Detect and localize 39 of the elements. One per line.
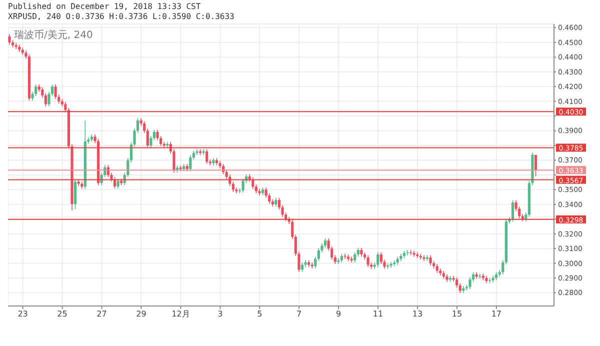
candlestick <box>150 136 152 148</box>
candlestick <box>534 154 538 177</box>
candlestick <box>429 254 432 266</box>
candlestick <box>206 148 208 164</box>
candlestick <box>350 256 353 263</box>
x-tick-label: 27 <box>96 310 107 319</box>
candlestick <box>337 258 340 264</box>
candlestick <box>54 84 57 100</box>
candlestick <box>376 252 380 268</box>
candlestick <box>354 252 356 263</box>
x-tick-label: 12月 <box>172 310 190 319</box>
chart-subtitle: XRPUSD, 240 O:0.3736 H:0.3736 L:0.3590 C:0.3633 <box>8 12 236 22</box>
candlestick <box>242 178 244 194</box>
candlestick <box>116 178 120 190</box>
candlestick <box>74 179 77 210</box>
candlestick <box>34 84 38 97</box>
annotation: 瑞波币/美元, 240 <box>14 28 93 42</box>
x-tick-label: 7 <box>296 310 302 319</box>
x-tick-label: 29 <box>136 310 146 319</box>
x-tick-label: 23 <box>18 310 28 319</box>
x-tick-label: 25 <box>57 310 68 319</box>
candlestick <box>324 238 327 248</box>
x-tick-label: 11 <box>372 310 384 319</box>
x-tick-label: 5 <box>257 310 262 319</box>
candlestick <box>458 282 462 294</box>
candlestick <box>419 253 422 260</box>
chart-title: Published on December 19, 2018 13:33 CST <box>8 2 202 12</box>
candlestick <box>8 34 11 46</box>
candlestick <box>511 200 514 222</box>
candlestick <box>14 42 18 50</box>
x-tick-label: 13 <box>412 310 423 319</box>
x-tick-label: 3 <box>218 310 223 319</box>
x-tick-label: 9 <box>336 310 342 319</box>
x-tick-label: 17 <box>491 310 502 319</box>
x-tick-label: 15 <box>452 310 462 319</box>
candlestick <box>189 154 192 172</box>
candlestick <box>202 148 205 156</box>
candlestick <box>366 254 370 268</box>
candlestick <box>422 254 426 262</box>
